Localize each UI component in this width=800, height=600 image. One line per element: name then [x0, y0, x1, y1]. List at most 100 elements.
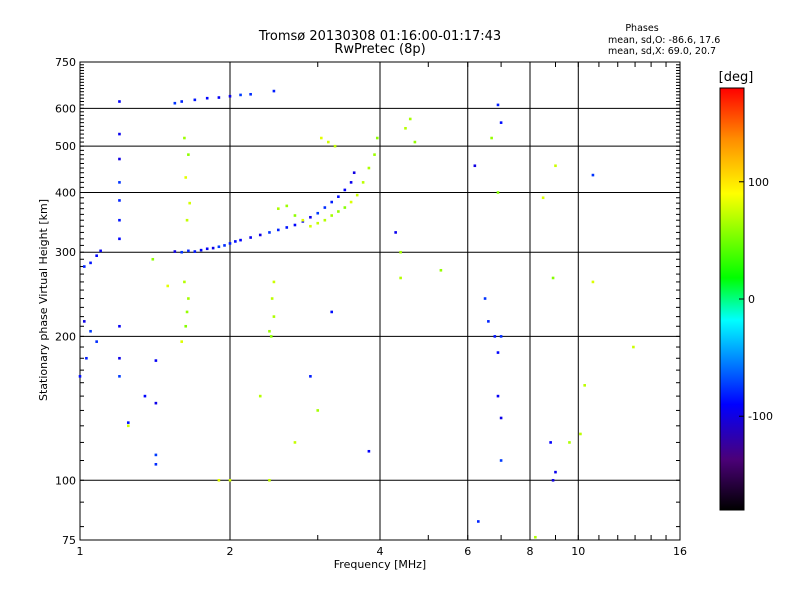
data-point: [343, 206, 347, 209]
data-point: [187, 153, 190, 156]
data-point: [349, 181, 353, 184]
data-point: [404, 126, 407, 130]
data-point: [199, 248, 203, 252]
y-tick-label: 400: [55, 186, 76, 199]
data-point: [343, 188, 347, 192]
data-point: [89, 261, 92, 265]
data-point: [118, 132, 121, 136]
data-point: [632, 345, 635, 349]
x-tick-label: 1: [77, 545, 84, 558]
x-tick-label: 10: [571, 545, 585, 558]
data-point: [499, 121, 503, 124]
data-point: [323, 218, 327, 222]
x-tick-label: 8: [527, 545, 534, 558]
series-2: [78, 100, 121, 378]
data-point: [234, 240, 237, 243]
data-point: [333, 144, 337, 148]
data-point: [276, 228, 280, 232]
data-point: [551, 276, 555, 280]
data-point: [568, 441, 571, 444]
data-point: [413, 140, 417, 144]
data-point: [408, 117, 412, 121]
colorbar-tick-label: 0: [748, 293, 755, 306]
series-5: [180, 136, 635, 482]
series-3: [126, 103, 595, 523]
data-point: [316, 409, 320, 412]
data-point: [228, 478, 232, 482]
data-point: [285, 204, 289, 208]
data-point: [493, 335, 497, 338]
data-point: [309, 224, 312, 228]
data-point: [551, 478, 555, 482]
x-tick-label: 2: [227, 545, 234, 558]
data-point: [268, 329, 271, 333]
data-point: [330, 214, 334, 217]
data-point: [473, 164, 477, 168]
data-point: [193, 250, 197, 253]
y-tick-label: 200: [55, 330, 76, 343]
y-tick-label: 600: [55, 102, 76, 115]
series-6: [126, 136, 582, 539]
data-point: [549, 441, 552, 444]
x-tick-label: 4: [377, 545, 384, 558]
data-point: [541, 196, 545, 200]
data-point: [272, 315, 276, 318]
plot-area: 1 2 4 6 8 10 16 75 100 200 300 400 500 600 750: [55, 56, 687, 558]
data-point: [180, 250, 184, 254]
data-point: [180, 100, 184, 103]
data-point: [154, 463, 158, 466]
data-point: [490, 136, 493, 140]
data-point: [126, 424, 130, 428]
data-point: [375, 136, 379, 140]
stats-x-mode: mean, sd,X: 69.0, 20.7: [608, 46, 716, 57]
data-point: [293, 214, 297, 217]
x-tick-label: 6: [464, 545, 471, 558]
data-point: [583, 384, 586, 387]
data-point: [496, 103, 500, 107]
data-point: [285, 226, 289, 229]
data-point: [249, 92, 252, 96]
data-point: [184, 176, 188, 179]
data-point: [316, 211, 320, 215]
data-point: [330, 310, 334, 314]
data-point: [272, 280, 276, 284]
data-point: [394, 231, 397, 234]
data-point: [188, 201, 191, 205]
data-point: [173, 250, 177, 253]
data-point: [534, 535, 537, 539]
data-point: [187, 249, 190, 253]
data-point: [89, 329, 92, 333]
y-tick-label: 75: [62, 534, 76, 547]
data-point: [143, 394, 147, 398]
data-point: [99, 249, 102, 253]
data-point: [173, 101, 177, 105]
data-point: [118, 199, 121, 202]
y-tick-label: 300: [55, 246, 76, 259]
data-point: [183, 136, 186, 140]
data-point: [268, 478, 271, 482]
data-point: [258, 394, 262, 398]
data-point: [239, 238, 242, 242]
data-point: [151, 257, 155, 261]
data-point: [269, 335, 273, 338]
data-point: [367, 166, 371, 170]
data-point: [217, 245, 221, 249]
data-point: [118, 375, 121, 378]
data-point: [82, 265, 86, 268]
x-tick-label: 16: [673, 545, 687, 558]
data-point: [258, 233, 262, 237]
data-point: [185, 218, 189, 222]
data-point: [309, 375, 312, 378]
data-point: [118, 218, 121, 222]
data-point: [118, 100, 121, 103]
data-point: [272, 89, 276, 93]
y-tick-label: 500: [55, 140, 76, 153]
data-point: [496, 191, 500, 194]
colorbar-tick-label: 100: [748, 176, 769, 189]
y-tick-label: 100: [55, 474, 76, 487]
data-point: [591, 280, 595, 284]
x-axis-label: Frequency [MHz]: [334, 558, 426, 571]
data-point: [154, 359, 158, 362]
data-point: [228, 242, 232, 245]
